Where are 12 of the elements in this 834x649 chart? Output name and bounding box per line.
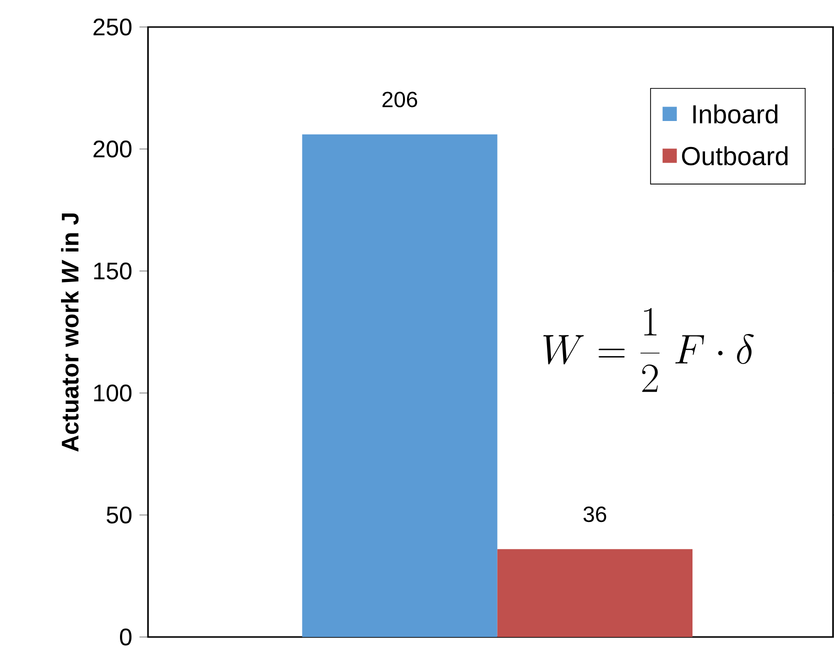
y-tick-label: 150 xyxy=(94,262,132,280)
y-tick-label: 50 xyxy=(106,506,132,524)
y-tick-label: 200 xyxy=(94,140,132,158)
y-axis-title: Actuator work W in J xyxy=(61,213,79,452)
data-label: 206 xyxy=(382,92,418,108)
legend-label: Outboard xyxy=(682,146,788,166)
y-tick-label: 100 xyxy=(94,384,132,402)
annotation: $W = \frac{1}{2}\;F\cdot\delta$ xyxy=(543,308,754,392)
y-tick-label: 250 xyxy=(94,18,132,36)
y-tick-label: 0 xyxy=(120,628,132,646)
data-label: 36 xyxy=(584,506,606,522)
legend-label: Inboard xyxy=(693,104,778,124)
